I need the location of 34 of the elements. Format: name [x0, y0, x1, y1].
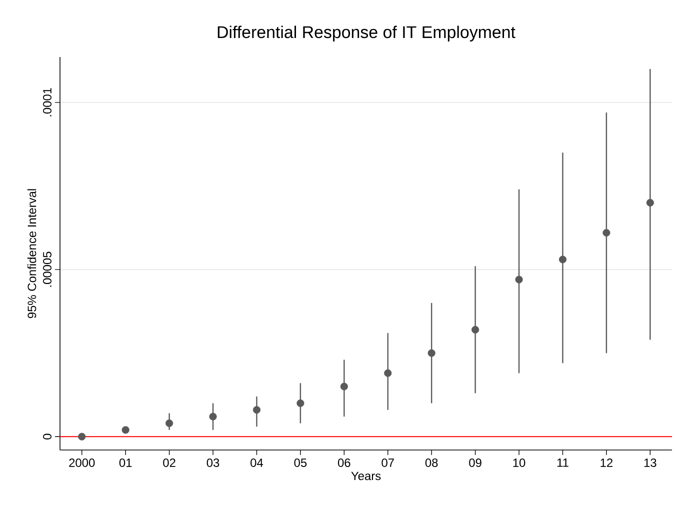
y-tick-label: 0	[43, 434, 52, 440]
point	[515, 276, 523, 284]
x-axis-title: Years	[351, 472, 381, 480]
x-tick-label: 09	[469, 458, 482, 467]
point	[78, 432, 86, 440]
x-tick-label: 11	[557, 458, 568, 467]
point	[252, 406, 261, 414]
x-tick-label: 04	[250, 458, 264, 467]
x-tick-label: 2000	[69, 458, 95, 467]
point	[340, 382, 348, 390]
point	[558, 256, 567, 264]
point	[122, 426, 130, 434]
x-tick-label: 12	[600, 458, 612, 467]
point	[384, 369, 392, 377]
x-tick-label: 06	[338, 458, 350, 467]
x-tick-label: 05	[294, 458, 307, 467]
point	[296, 399, 304, 407]
x-tick-label: 13	[644, 458, 656, 467]
x-tick-label: 10	[513, 458, 526, 467]
x-tick-label: 02	[163, 458, 176, 467]
x-tick-label: 08	[425, 458, 438, 467]
point	[209, 412, 217, 420]
y-axis-title: 95% Confidence Interval	[27, 189, 36, 318]
x-tick-label: 01	[119, 458, 132, 467]
y-tick-label: .0001	[43, 88, 52, 116]
point	[646, 198, 654, 206]
y-tick-label: .00005	[43, 252, 52, 287]
point	[428, 349, 436, 357]
point	[166, 419, 174, 428]
point	[472, 326, 480, 334]
x-tick-label: 07	[382, 458, 394, 467]
chart-title: Differential Response of IT Employment	[218, 26, 516, 42]
x-tick-label: 03	[206, 458, 220, 467]
point	[602, 228, 610, 237]
